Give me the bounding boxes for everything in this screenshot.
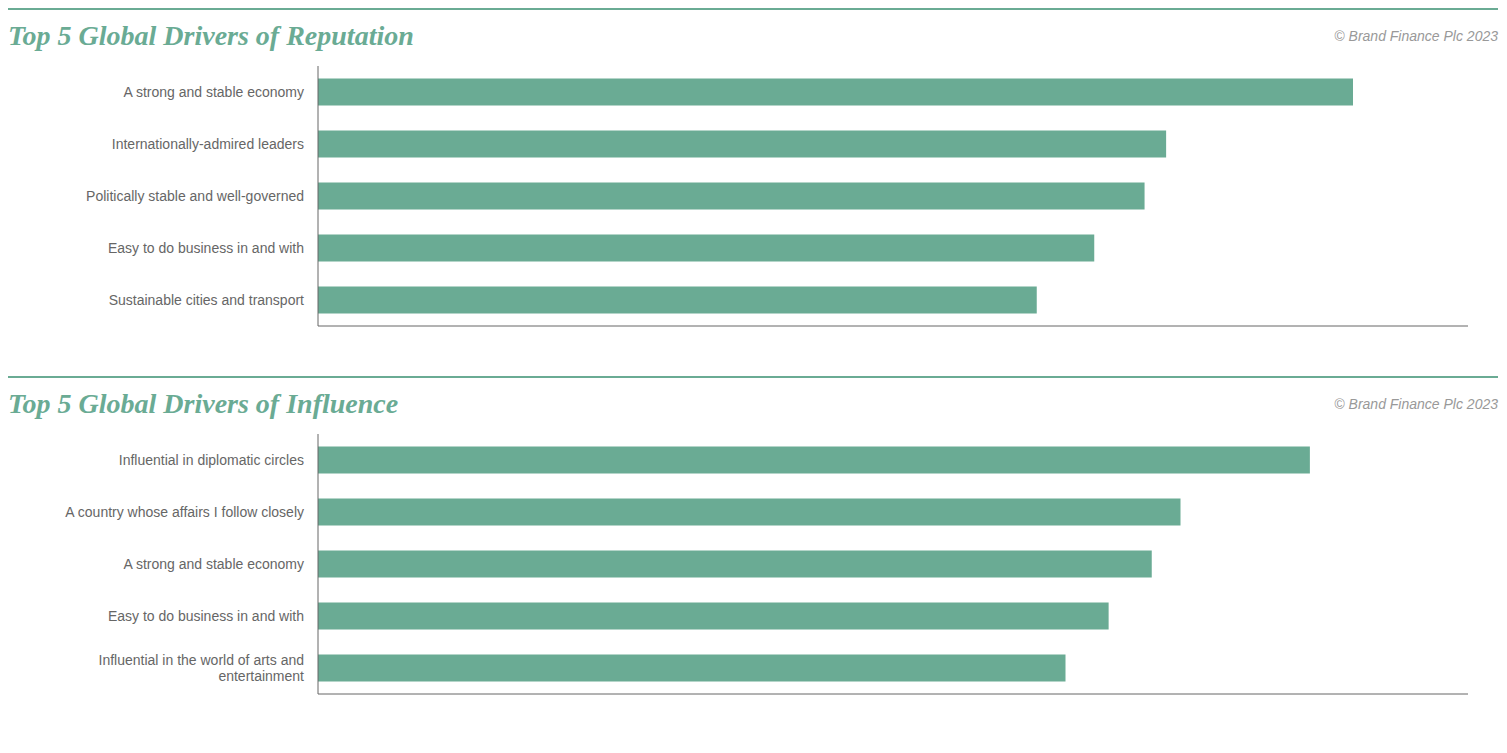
svg-text:A strong and stable economy: A strong and stable economy bbox=[123, 84, 304, 100]
svg-text:Sustainable cities and transpo: Sustainable cities and transport bbox=[109, 292, 304, 308]
svg-text:Influential in diplomatic circ: Influential in diplomatic circles bbox=[119, 452, 304, 468]
html-text:© Brand Finance Plc 2023: © Brand Finance Plc 2023 bbox=[1334, 28, 1498, 44]
html-text:© Brand Finance Plc 2023: © Brand Finance Plc 2023 bbox=[1334, 396, 1498, 412]
svg-text:A strong and stable economy: A strong and stable economy bbox=[123, 556, 304, 572]
svg-text:Influential in the world of ar: Influential in the world of arts andente… bbox=[99, 652, 305, 684]
svg-text:Easy to do business in and wit: Easy to do business in and with bbox=[108, 240, 304, 256]
html-text:Top 5 Global Drivers of Reputa: Top 5 Global Drivers of Reputation bbox=[8, 20, 414, 51]
svg-text:A country whose affairs I foll: A country whose affairs I follow closely bbox=[65, 504, 304, 520]
svg-text:Internationally-admired leader: Internationally-admired leaders bbox=[112, 136, 304, 152]
svg-text:Easy to do business in and wit: Easy to do business in and with bbox=[108, 608, 304, 624]
svg-text:Politically stable and well-go: Politically stable and well-governed bbox=[86, 188, 304, 204]
html-text:Top 5 Global Drivers of Influe: Top 5 Global Drivers of Influence bbox=[8, 388, 399, 419]
